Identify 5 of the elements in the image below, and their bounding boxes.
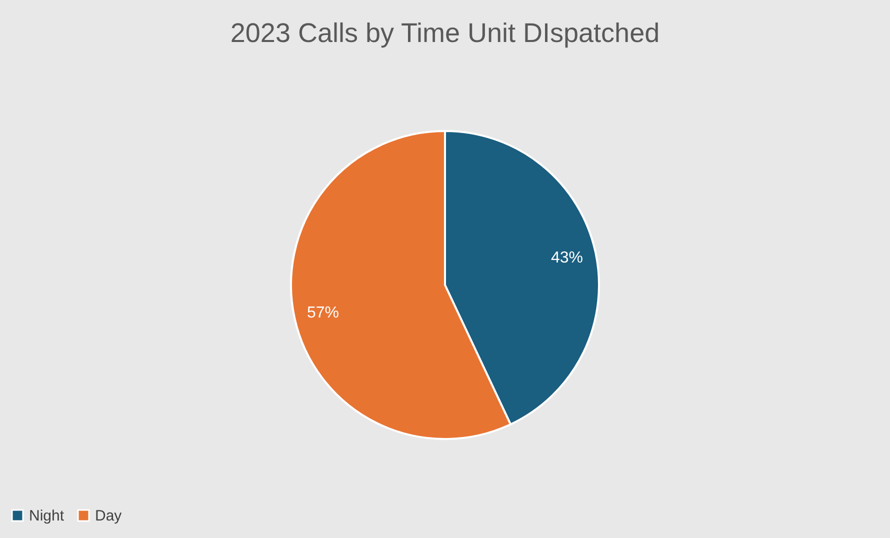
data-label: 57% xyxy=(306,304,340,322)
legend-label: Day xyxy=(95,508,122,525)
chart-title: 2023 Calls by Time Unit DIspatched xyxy=(230,18,660,48)
data-label: 43% xyxy=(550,250,584,267)
legend-label: Night xyxy=(29,508,65,525)
